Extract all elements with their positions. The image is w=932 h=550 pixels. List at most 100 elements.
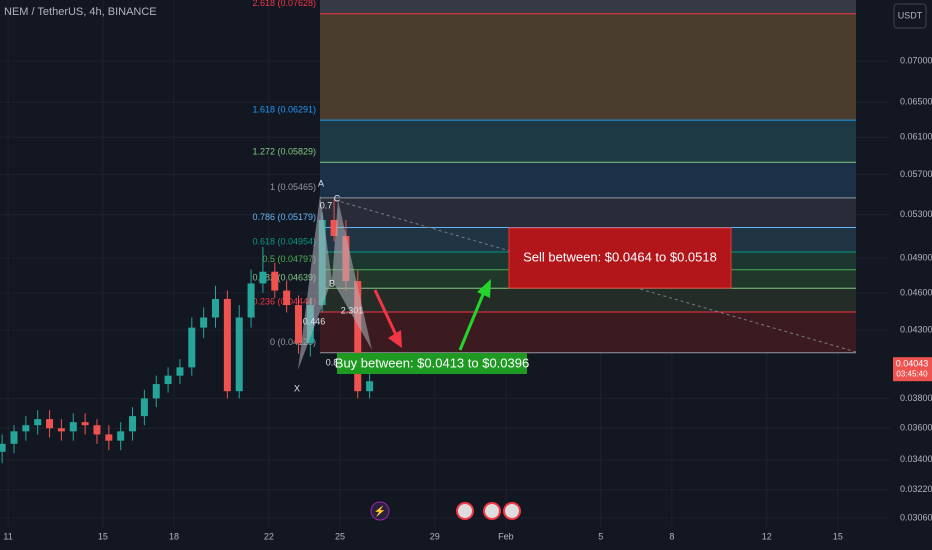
fib-retracement: 2.618 (0.07628) 1.618 (0.06291) 1.272 (0.0… — [252, 0, 856, 354]
candle-body — [152, 384, 160, 399]
candle-body — [140, 398, 148, 417]
candle-body — [22, 425, 30, 432]
candle-body — [259, 271, 267, 284]
event-icon[interactable] — [483, 502, 501, 520]
fib-zone — [320, 0, 856, 14]
x-tick-label: 22 — [264, 531, 274, 541]
y-tick-label: 0.05700 — [900, 169, 932, 179]
candle-body — [366, 381, 374, 392]
pattern-leg — [332, 200, 372, 350]
pattern-label: B — [329, 278, 335, 288]
down-arrowhead — [388, 330, 402, 348]
candle-body — [354, 281, 362, 392]
y-tick-label: 0.04300 — [900, 325, 932, 335]
x-tick-label: 15 — [833, 531, 843, 541]
fib-zone — [320, 197, 856, 228]
pattern-label: X — [294, 383, 300, 393]
fib-label: 1.618 (0.06291) — [252, 104, 316, 114]
candle-body — [46, 419, 54, 429]
candle-body — [164, 375, 172, 385]
candle-body — [271, 271, 279, 291]
candle-body — [129, 416, 137, 432]
pattern-label: 0.446 — [303, 316, 326, 326]
fib-label: 0.786 (0.05179) — [252, 212, 316, 222]
fib-label: 2.618 (0.07628) — [252, 0, 316, 8]
price-tag-label: 0.04043 — [896, 359, 929, 369]
up-arrowhead — [477, 279, 491, 298]
x-tick-label: 11 — [3, 531, 12, 541]
buy-box — [337, 353, 527, 374]
fib-zone — [320, 120, 856, 163]
candle-body — [200, 317, 208, 328]
pattern-label: A — [318, 178, 324, 188]
currency-button[interactable] — [893, 3, 927, 29]
fib-label: 1 (0.05465) — [270, 182, 316, 192]
candle-body — [105, 434, 113, 441]
x-tick-label: Feb — [498, 531, 514, 541]
fib-zone — [320, 288, 856, 312]
x-tick-label: 12 — [762, 531, 772, 541]
fib-label: 0.382 (0.04639) — [252, 273, 316, 283]
y-tick-label: 0.06500 — [900, 96, 932, 106]
up-arrow — [458, 291, 486, 351]
candle-body — [69, 422, 77, 432]
candle-body — [34, 419, 42, 426]
y-tick-label: 0.03060 — [900, 512, 932, 522]
y-tick-label: 0.04900 — [900, 252, 932, 262]
x-tick-label: 8 — [669, 531, 674, 541]
down-arrow — [373, 289, 398, 336]
event-icon[interactable] — [503, 502, 521, 520]
x-tick-label: 18 — [169, 531, 179, 541]
fib-label: 0.5 (0.04797) — [262, 254, 316, 264]
price-tag-countdown: 03:45:40 — [896, 369, 928, 378]
candle-body — [283, 290, 291, 306]
y-tick-label: 0.07000 — [900, 56, 932, 66]
pattern-label: 2.301 — [341, 305, 364, 315]
fib-label: 0 (0.04128) — [270, 337, 316, 347]
x-tick-label: 29 — [430, 531, 440, 541]
event-icon[interactable] — [456, 502, 474, 520]
candle-body — [57, 428, 65, 432]
candle-body — [212, 298, 220, 318]
sell-box — [508, 227, 732, 289]
candle-body — [93, 425, 101, 435]
fib-label: 0.618 (0.04954) — [252, 236, 316, 246]
symbol-title: NEM / TetherUS, 4h, BINANCE — [4, 6, 157, 18]
candle-body — [294, 305, 302, 344]
fib-label: 1.272 (0.05829) — [252, 147, 316, 157]
event-glyph: ⚡ — [374, 505, 386, 518]
candle-body — [10, 431, 18, 444]
y-tick-label: 0.03220 — [900, 484, 932, 494]
candle-body — [223, 298, 231, 392]
x-tick-label: 5 — [598, 531, 603, 541]
candle-body — [235, 317, 243, 392]
event-icon[interactable] — [370, 501, 390, 521]
candle-body — [330, 219, 338, 236]
y-tick-label: 0.03400 — [900, 454, 932, 464]
fib-zone — [320, 13, 856, 121]
price-tag — [893, 357, 932, 382]
candle-body — [247, 283, 255, 318]
x-tick-label: 15 — [98, 531, 108, 541]
candle-body — [176, 367, 184, 376]
candle-body — [188, 327, 196, 368]
y-tick-label: 0.05300 — [900, 209, 932, 219]
y-tick-label: 0.04600 — [900, 287, 932, 297]
x-tick-label: 25 — [335, 531, 345, 541]
sell-note: Sell between: $0.0464 to $0.0518 — [523, 249, 717, 264]
currency: USDT — [898, 10, 923, 20]
candle-body — [117, 431, 125, 441]
y-tick-label: 0.03600 — [900, 423, 932, 433]
buy-note: Buy between: $0.0413 to $0.0396 — [335, 355, 529, 370]
pattern-leg — [298, 195, 332, 370]
pattern-label: C — [334, 193, 341, 203]
candle-body — [81, 422, 89, 426]
fib-zone — [320, 162, 856, 198]
fib-zone — [320, 311, 856, 353]
y-tick-label: 0.03800 — [900, 393, 932, 403]
candle-body — [0, 443, 6, 452]
y-tick-label: 0.06100 — [900, 132, 932, 142]
price-axis — [890, 0, 932, 530]
pattern-label: 0.7 — [320, 200, 333, 210]
